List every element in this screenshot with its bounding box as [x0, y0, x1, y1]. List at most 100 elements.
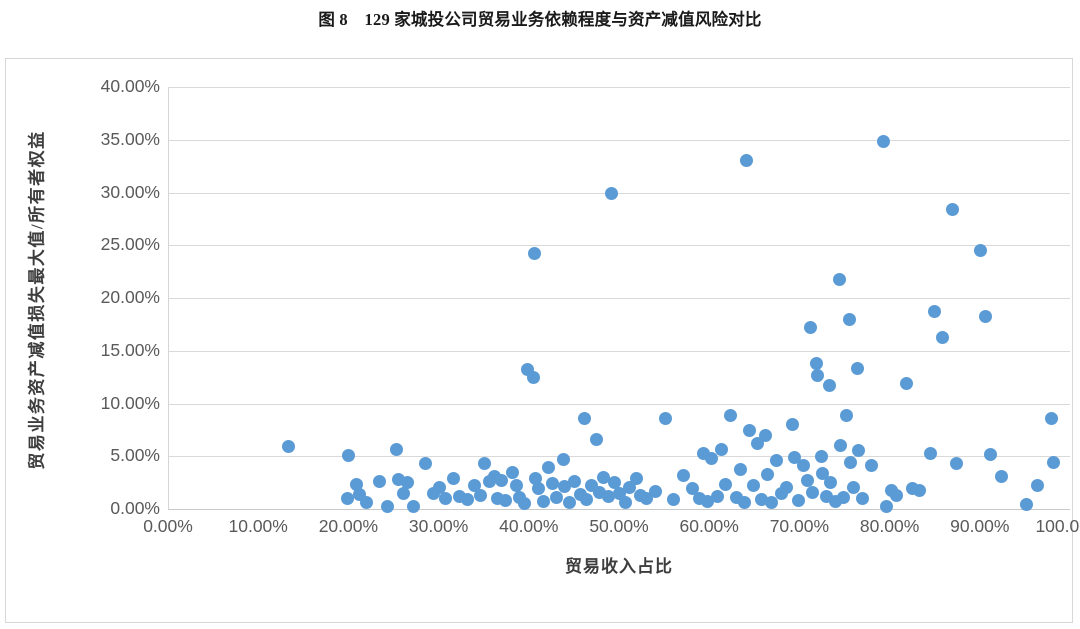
- scatter-point: [558, 480, 572, 494]
- scatter-point: [705, 451, 719, 465]
- scatter-point: [629, 471, 643, 485]
- x-tick-label-0: 0.00%: [143, 516, 193, 536]
- scatter-point: [770, 453, 784, 467]
- y-axis-title: 贸易业务资产减值损失最大值/所有者权益: [27, 129, 47, 470]
- scatter-point: [844, 456, 858, 470]
- scatter-point: [743, 424, 757, 438]
- scatter-point: [607, 476, 621, 490]
- scatter-point: [526, 370, 540, 384]
- y-tick-label-5: 25.00%: [100, 234, 160, 255]
- scatter-point: [949, 457, 963, 471]
- scatter-point: [562, 496, 576, 510]
- gridline-y-2: [168, 404, 1070, 405]
- scatter-point: [473, 488, 487, 502]
- scatter-point: [1031, 479, 1045, 493]
- scatter-point: [928, 305, 942, 319]
- x-tick-label-4: 40.00%: [499, 516, 559, 536]
- scatter-point: [532, 482, 546, 496]
- scatter-point: [734, 463, 748, 477]
- scatter-point: [340, 491, 354, 505]
- scatter-point: [542, 461, 556, 475]
- scatter-point: [528, 471, 542, 485]
- gridline-y-4: [168, 298, 1070, 299]
- scatter-point: [676, 468, 690, 482]
- scatter-point: [758, 428, 772, 442]
- scatter-point: [978, 310, 992, 324]
- scatter-point: [509, 479, 523, 493]
- scatter-point: [746, 479, 760, 493]
- scatter-point: [780, 481, 794, 495]
- scatter-point: [446, 471, 460, 485]
- scatter-point: [739, 154, 753, 168]
- scatter-point: [936, 330, 950, 344]
- scatter-point: [946, 202, 960, 216]
- scatter-point: [923, 446, 937, 460]
- scatter-point: [842, 312, 856, 326]
- scatter-point: [460, 493, 474, 506]
- scatter-point: [764, 496, 778, 510]
- scatter-point: [900, 376, 914, 390]
- scatter-point: [401, 476, 415, 490]
- scatter-point: [974, 244, 988, 258]
- scatter-point: [700, 495, 714, 509]
- y-tick-label-8: 40.00%: [100, 76, 160, 96]
- gridline-y-1: [168, 456, 1070, 457]
- scatter-point: [791, 494, 805, 508]
- scatter-point: [810, 356, 824, 370]
- scatter-point: [623, 481, 637, 495]
- x-tick-label-5: 50.00%: [589, 516, 649, 536]
- scatter-point: [380, 500, 394, 514]
- scatter-point: [755, 493, 769, 506]
- y-tick-label-2: 10.00%: [100, 392, 160, 413]
- scatter-point: [1020, 498, 1034, 512]
- scatter-point: [359, 496, 373, 510]
- gridline-y-7: [168, 140, 1070, 141]
- scatter-point: [856, 491, 870, 505]
- scatter-point: [478, 457, 492, 471]
- scatter-point: [984, 447, 998, 461]
- scatter-point: [839, 408, 853, 422]
- x-tick-label-1: 10.00%: [228, 516, 288, 536]
- x-tick-label-3: 30.00%: [408, 516, 469, 536]
- x-tick-label-7: 70.00%: [769, 516, 830, 536]
- scatter-point: [1047, 456, 1061, 470]
- scatter-point: [912, 483, 926, 497]
- x-tick-label-2: 20.00%: [318, 516, 379, 536]
- x-tick-label-6: 60.00%: [679, 516, 739, 536]
- figure-caption: 图 8 129 家城投公司贸易业务依赖程度与资产减值风险对比: [318, 10, 762, 29]
- scatter-plot-area: [168, 87, 1070, 514]
- scatter-point: [810, 368, 824, 382]
- scatter-point: [648, 484, 662, 498]
- scatter-point: [803, 321, 817, 335]
- scatter-point: [715, 443, 729, 457]
- y-tick-label-1: 5.00%: [110, 445, 160, 466]
- scatter-point: [433, 481, 446, 495]
- gridline-y-6: [168, 193, 1070, 194]
- scatter-point: [837, 490, 851, 504]
- scatter-point: [785, 418, 799, 432]
- gridline-y-3: [168, 351, 1070, 352]
- scatter-point: [737, 496, 751, 510]
- scatter-point: [666, 493, 680, 506]
- gridline-y-5: [168, 245, 1070, 246]
- scatter-point: [880, 500, 894, 514]
- scatter-point: [601, 489, 615, 503]
- scatter-point: [373, 475, 387, 489]
- y-tick-label-0: 0.00%: [110, 498, 160, 518]
- y-tick-label-3: 15.00%: [100, 339, 160, 360]
- scatter-point: [517, 497, 531, 511]
- scatter-point: [536, 495, 550, 509]
- scatter-point: [341, 448, 355, 462]
- scatter-point: [527, 247, 541, 261]
- scatter-point: [389, 443, 403, 457]
- scatter-point: [824, 476, 838, 490]
- scatter-point: [796, 459, 810, 473]
- scatter-point: [822, 379, 836, 393]
- scatter-point: [556, 452, 570, 466]
- gridline-y-0: [168, 509, 1070, 510]
- scatter-point: [605, 187, 619, 201]
- scatter-point: [498, 494, 512, 508]
- scatter-point: [994, 469, 1008, 483]
- scatter-point: [847, 481, 861, 495]
